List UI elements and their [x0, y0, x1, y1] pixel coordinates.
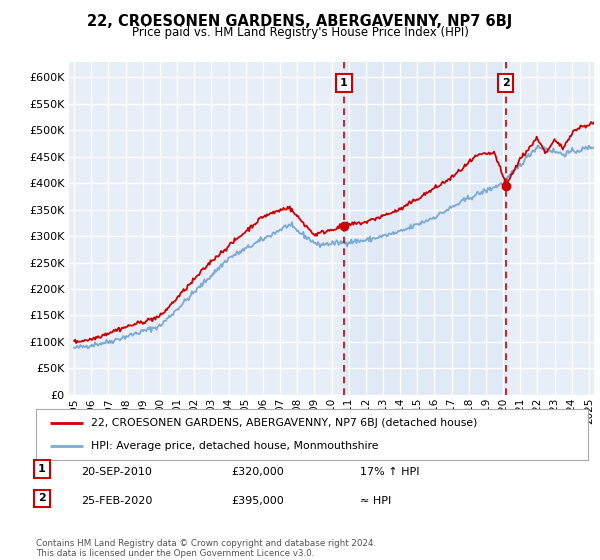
Text: Price paid vs. HM Land Registry's House Price Index (HPI): Price paid vs. HM Land Registry's House …: [131, 26, 469, 39]
Text: 20-SEP-2010: 20-SEP-2010: [81, 466, 152, 477]
Text: ≈ HPI: ≈ HPI: [360, 496, 391, 506]
Text: £320,000: £320,000: [231, 466, 284, 477]
Text: 17% ↑ HPI: 17% ↑ HPI: [360, 466, 419, 477]
Bar: [344, 62, 506, 395]
Text: HPI: Average price, detached house, Monmouthshire: HPI: Average price, detached house, Monm…: [91, 441, 379, 451]
Text: 25-FEB-2020: 25-FEB-2020: [81, 496, 152, 506]
Text: £395,000: £395,000: [231, 496, 284, 506]
Text: 22, CROESONEN GARDENS, ABERGAVENNY, NP7 6BJ: 22, CROESONEN GARDENS, ABERGAVENNY, NP7 …: [88, 14, 512, 29]
Text: 22, CROESONEN GARDENS, ABERGAVENNY, NP7 6BJ (detached house): 22, CROESONEN GARDENS, ABERGAVENNY, NP7 …: [91, 418, 478, 428]
Text: 1: 1: [340, 78, 348, 88]
Text: 2: 2: [502, 78, 509, 88]
Text: 2: 2: [38, 493, 46, 503]
Text: Contains HM Land Registry data © Crown copyright and database right 2024.
This d: Contains HM Land Registry data © Crown c…: [36, 539, 376, 558]
Text: 1: 1: [38, 464, 46, 474]
